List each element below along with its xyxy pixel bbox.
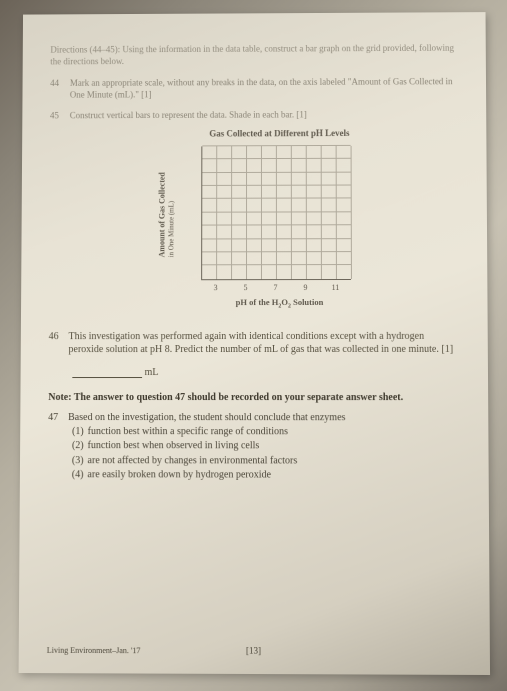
directions-text: Directions (44–45): Using the informatio… bbox=[50, 42, 458, 68]
question-45: 45 Construct vertical bars to represent … bbox=[50, 107, 458, 121]
question-46: 46 This investigation was performed agai… bbox=[49, 330, 460, 357]
x-tick-label: 5 bbox=[244, 283, 248, 292]
gridline-h bbox=[202, 224, 351, 225]
choice-number: (4) bbox=[72, 468, 84, 483]
blank-underline bbox=[72, 377, 142, 378]
grid-area bbox=[201, 146, 351, 280]
y-axis-label: Amount of Gas Collectedin One Minute (mL… bbox=[155, 146, 177, 284]
gridline-h bbox=[202, 198, 350, 199]
x-tick-label: 7 bbox=[273, 283, 277, 292]
x-axis-label: pH of the H2O2 Solution bbox=[201, 297, 359, 310]
choice-text: function best within a specific range of… bbox=[88, 425, 288, 440]
q47-choices: (1) function best within a specific range… bbox=[72, 425, 461, 484]
choice-2: (2) function best when observed in living… bbox=[72, 439, 460, 454]
gridline-v bbox=[276, 146, 277, 279]
gridline-v bbox=[335, 146, 336, 279]
gridline-v bbox=[246, 146, 247, 279]
gridline-v bbox=[306, 146, 307, 279]
note-text: Note: The answer to question 47 should b… bbox=[48, 392, 460, 403]
choice-text: function best when observed in living ce… bbox=[88, 439, 260, 454]
x-ticks: 3 5 7 9 11 bbox=[201, 283, 351, 295]
page-footer: Living Environment–Jan. '17 [13] bbox=[47, 646, 462, 657]
x-tick-label: 11 bbox=[332, 283, 340, 292]
gridline-h bbox=[202, 171, 350, 172]
question-47: 47 Based on the investigation, the stude… bbox=[48, 411, 460, 425]
gridline-h bbox=[202, 264, 351, 265]
gridline-v bbox=[350, 146, 351, 279]
bar-chart-grid: Gas Collected at Different pH Levels Amo… bbox=[149, 128, 359, 312]
gridline-h bbox=[202, 251, 351, 252]
chart-container: Gas Collected at Different pH Levels Amo… bbox=[49, 127, 460, 312]
choice-3: (3)are not affected by changes in enviro… bbox=[72, 454, 461, 469]
gridline-v bbox=[261, 146, 262, 279]
gridline-h bbox=[202, 238, 351, 239]
choice-text: are easily broken down by hydrogen perox… bbox=[87, 468, 271, 483]
q46-text: This investigation was performed again w… bbox=[68, 330, 459, 357]
q44-number: 44 bbox=[50, 77, 64, 101]
gridline-h bbox=[202, 211, 351, 212]
choice-number: (2) bbox=[72, 439, 84, 454]
answer-blank: mL bbox=[72, 367, 459, 378]
choice-4: (4)are easily broken down by hydrogen pe… bbox=[72, 468, 461, 483]
exam-page: Directions (44–45): Using the informatio… bbox=[19, 12, 490, 675]
footer-page-number: [13] bbox=[47, 645, 462, 657]
gridline-v bbox=[291, 146, 292, 279]
gridline-v bbox=[231, 146, 232, 279]
blank-unit: mL bbox=[145, 367, 159, 378]
q47-number: 47 bbox=[48, 411, 62, 425]
gridline-h bbox=[202, 184, 350, 185]
x-tick-label: 3 bbox=[214, 283, 218, 292]
gridline-v bbox=[216, 146, 217, 279]
q45-text: Construct vertical bars to represent the… bbox=[70, 107, 459, 120]
choice-1: (1) function best within a specific range… bbox=[72, 425, 460, 440]
q46-number: 46 bbox=[49, 330, 63, 357]
q47-stem: Based on the investigation, the student … bbox=[68, 411, 460, 425]
chart-title: Gas Collected at Different pH Levels bbox=[201, 128, 358, 138]
choice-text: are not affected by changes in environme… bbox=[87, 454, 297, 469]
gridline-v bbox=[320, 146, 321, 279]
q45-number: 45 bbox=[50, 109, 64, 121]
choice-number: (1) bbox=[72, 425, 84, 440]
x-tick-label: 9 bbox=[303, 283, 307, 292]
question-44: 44 Mark an appropriate scale, without an… bbox=[50, 76, 458, 102]
choice-number: (3) bbox=[72, 454, 84, 469]
q44-text: Mark an appropriate scale, without any b… bbox=[70, 76, 458, 102]
